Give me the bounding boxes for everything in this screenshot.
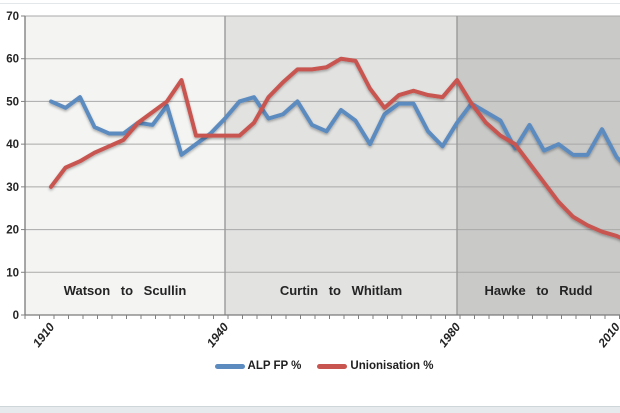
chart-legend: ALP FP % Unionisation % (0, 360, 620, 372)
alp-line-swatch-icon (214, 363, 245, 369)
top-divider (0, 3, 620, 4)
legend-label-alp: ALP FP % (247, 360, 302, 372)
era-label-curtin-to-whitlam: Curtin to Whitlam (280, 283, 402, 298)
era-band-curtin-to-whitlam (225, 16, 457, 315)
x-tick-label-1980: 1980 (436, 320, 464, 350)
y-tick-label-20: 20 (6, 225, 19, 237)
x-tick-label-2010: 2010 (595, 320, 620, 351)
x-tick-label-1910: 1910 (30, 320, 58, 350)
y-tick-label-50: 50 (6, 96, 19, 108)
era-band-watson-to-scullin (25, 16, 225, 315)
y-tick-label-70: 70 (6, 11, 19, 23)
era-band-hawke-to-rudd (457, 16, 620, 315)
series-line-unionisation- (49, 56, 620, 240)
era-label-watson-to-scullin: Watson to Scullin (64, 283, 187, 298)
unionisation-line-swatch-icon (317, 363, 348, 369)
y-tick-label-10: 10 (6, 267, 19, 279)
series-line-alp-fp- (49, 95, 620, 164)
alp-vs-unionisation-chart: Watson to Scullin Curtin to Whitlam Hawke … (6, 11, 620, 351)
legend-item-unionisation: Unionisation % (317, 360, 433, 372)
y-tick-label-60: 60 (6, 54, 19, 66)
legend-label-unionisation: Unionisation % (350, 360, 434, 372)
x-tick-label-1940: 1940 (204, 320, 232, 350)
y-tick-label-30: 30 (6, 182, 19, 194)
legend-item-alp: ALP FP % (214, 360, 302, 372)
bottom-divider (0, 406, 620, 413)
y-tick-label-40: 40 (6, 139, 19, 151)
y-tick-label-0: 0 (13, 310, 19, 322)
era-label-hawke-to-rudd: Hawke to Rudd (485, 283, 593, 298)
